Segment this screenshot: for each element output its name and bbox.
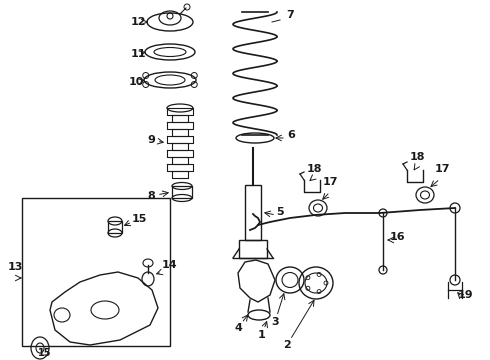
Text: 17: 17 (323, 177, 339, 187)
Text: 1: 1 (258, 330, 266, 340)
Text: 14: 14 (162, 260, 178, 270)
Text: 10: 10 (128, 77, 144, 87)
Text: 19: 19 (458, 290, 474, 300)
Bar (239, 240, 267, 258)
Bar (108, 221, 122, 233)
Text: 17: 17 (435, 164, 450, 174)
Text: 9: 9 (147, 135, 155, 145)
Text: 13: 13 (8, 262, 24, 272)
Text: 4: 4 (234, 323, 242, 333)
Bar (172, 186, 192, 198)
Text: 5: 5 (276, 207, 284, 217)
Text: 11: 11 (130, 49, 146, 59)
Text: 3: 3 (271, 317, 279, 327)
Text: 15: 15 (132, 214, 147, 224)
Text: 2: 2 (283, 340, 291, 350)
Text: 8: 8 (147, 191, 155, 201)
Text: 12: 12 (130, 17, 146, 27)
Text: 15: 15 (38, 348, 51, 358)
Text: 18: 18 (410, 152, 425, 162)
Text: 7: 7 (286, 10, 294, 20)
Text: 6: 6 (287, 130, 295, 140)
Bar (22, 198, 170, 346)
Text: 18: 18 (307, 164, 322, 174)
Bar (245, 185, 261, 240)
Text: 16: 16 (390, 232, 406, 242)
